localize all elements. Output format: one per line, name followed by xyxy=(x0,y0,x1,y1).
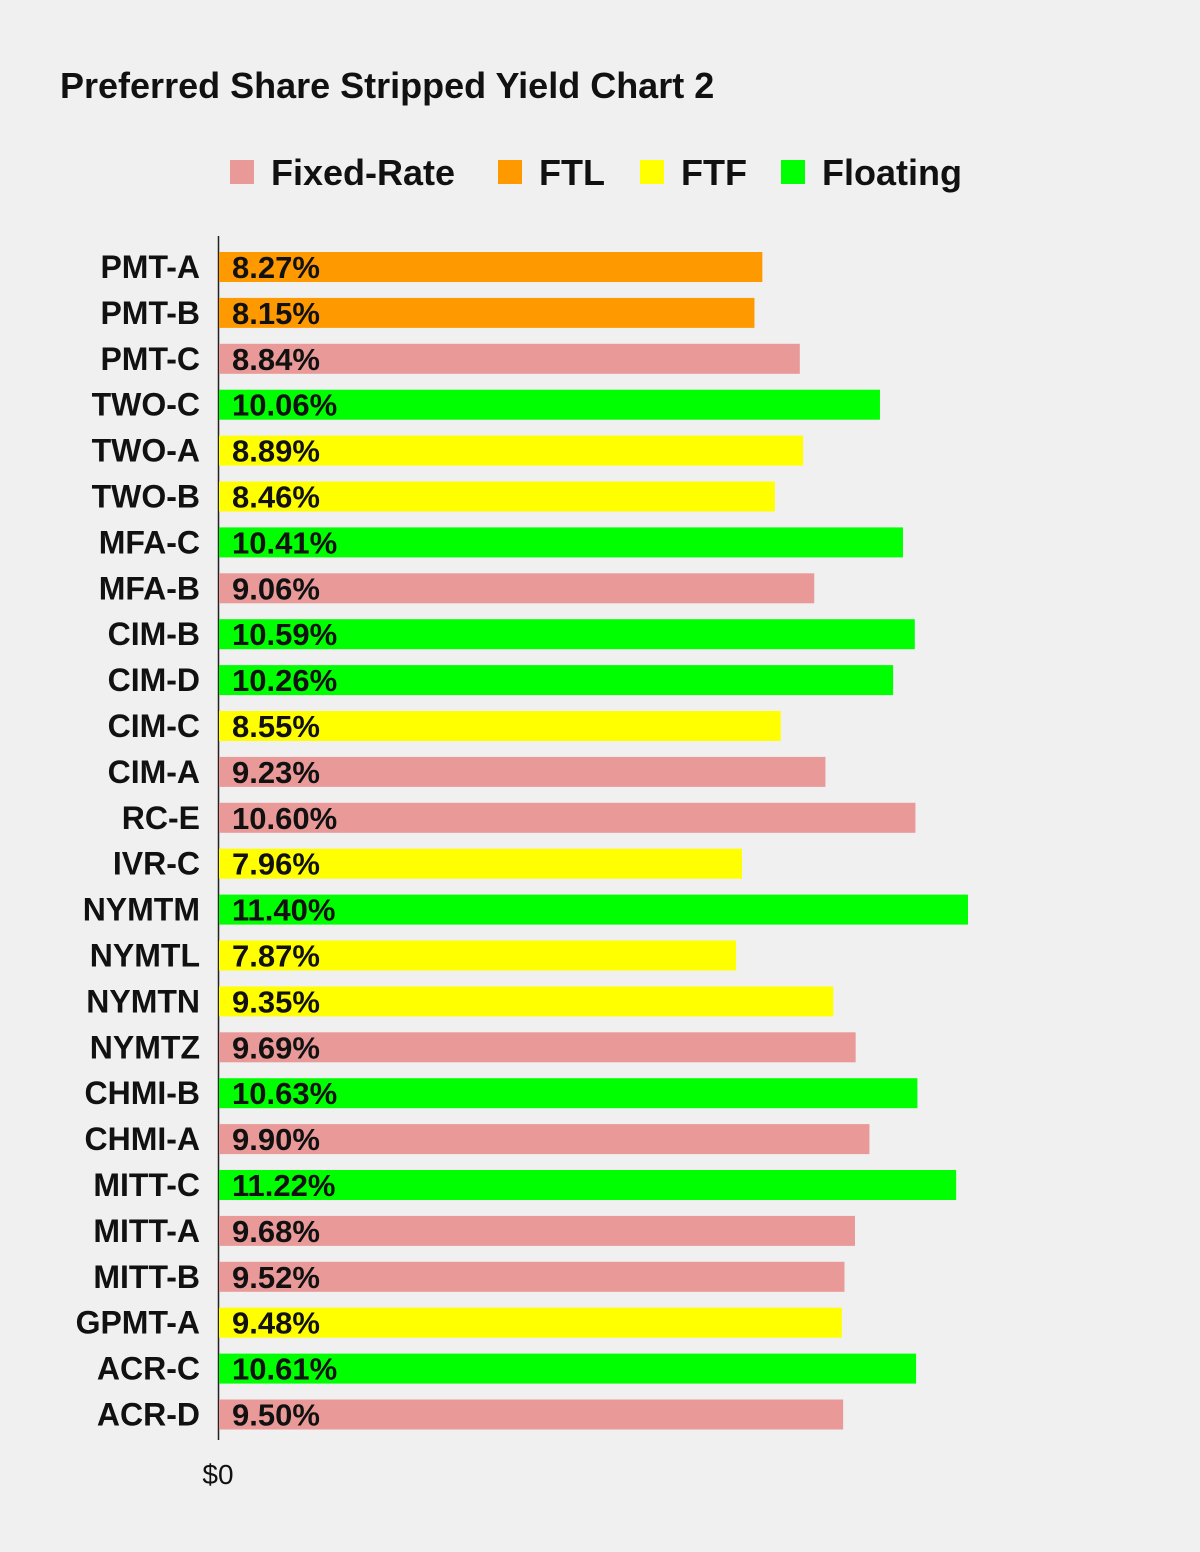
bar xyxy=(219,1353,917,1384)
value-label: 11.40% xyxy=(232,893,335,928)
category-label: NYMTM xyxy=(83,892,200,928)
value-label: 10.60% xyxy=(232,801,337,836)
value-label: 11.22% xyxy=(232,1168,335,1203)
bar xyxy=(219,1124,870,1155)
category-label: TWO-C xyxy=(92,387,200,423)
value-labels: 8.27% 8.15% 8.84% 10.06% 8.89% 8.46% 10.41% 9.0… xyxy=(230,248,340,1436)
bar xyxy=(219,343,800,374)
legend-swatch xyxy=(498,160,522,184)
value-label: 8.84% xyxy=(232,342,320,377)
bar xyxy=(219,435,804,466)
value-label: 9.52% xyxy=(232,1260,320,1295)
category-label: PMT-A xyxy=(100,249,200,285)
category-label: CIM-B xyxy=(108,616,200,652)
value-label: 7.87% xyxy=(232,939,320,974)
bars xyxy=(219,252,968,1430)
bar xyxy=(219,1307,842,1338)
category-label: RC-E xyxy=(122,800,200,836)
category-label: CHMI-B xyxy=(84,1075,200,1111)
legend: Fixed-Rate FTL FTF Floating xyxy=(230,152,962,193)
bar xyxy=(219,802,916,833)
bar xyxy=(219,756,826,787)
category-label: CIM-D xyxy=(108,662,200,698)
category-label: ACR-C xyxy=(97,1351,200,1387)
bar xyxy=(219,527,903,558)
value-label: 9.23% xyxy=(232,755,320,790)
legend-swatch xyxy=(640,160,664,184)
bar xyxy=(219,894,968,925)
value-label: 10.06% xyxy=(232,388,337,423)
category-label: NYMTL xyxy=(90,938,200,974)
legend-swatch xyxy=(781,160,805,184)
bar xyxy=(219,1215,855,1246)
chart-title: Preferred Share Stripped Yield Chart 2 xyxy=(60,65,714,106)
category-label: TWO-A xyxy=(92,433,200,469)
value-label: 9.06% xyxy=(232,571,320,606)
value-label: 9.50% xyxy=(232,1398,320,1433)
category-label: MITT-A xyxy=(93,1213,200,1249)
category-label: MITT-C xyxy=(93,1167,200,1203)
category-label: ACR-D xyxy=(97,1397,200,1433)
value-label: 8.55% xyxy=(232,709,320,744)
value-label: 9.35% xyxy=(232,984,320,1019)
category-label: GPMT-A xyxy=(76,1305,200,1341)
category-label: MFA-C xyxy=(99,524,200,560)
bar xyxy=(219,1399,844,1430)
bar xyxy=(219,297,755,328)
value-label: 10.26% xyxy=(232,663,337,698)
bar xyxy=(219,481,775,512)
value-label: 10.61% xyxy=(232,1352,337,1387)
value-label: 9.69% xyxy=(232,1030,320,1065)
value-label: 9.90% xyxy=(232,1122,320,1157)
bar xyxy=(219,1032,856,1063)
legend-label: Floating xyxy=(822,152,962,193)
value-label: 10.41% xyxy=(232,525,337,560)
category-label: NYMTZ xyxy=(90,1029,200,1065)
legend-label: FTF xyxy=(681,152,747,193)
x-tick-label: $0 xyxy=(202,1459,233,1490)
bar xyxy=(219,986,834,1017)
bar xyxy=(219,711,781,741)
bar xyxy=(219,848,742,879)
category-label: CIM-C xyxy=(108,708,200,744)
bar xyxy=(219,619,915,650)
bar xyxy=(219,940,737,971)
bar xyxy=(219,1261,845,1292)
category-label: TWO-B xyxy=(92,479,200,515)
legend-label: Fixed-Rate xyxy=(271,152,455,193)
value-label: 10.63% xyxy=(232,1076,337,1111)
category-label: NYMTN xyxy=(86,983,200,1019)
category-label: CHMI-A xyxy=(84,1121,200,1157)
bar xyxy=(219,573,815,604)
legend-swatch xyxy=(230,160,254,184)
value-label: 7.96% xyxy=(232,847,320,882)
category-label: IVR-C xyxy=(113,846,200,882)
value-label: 9.48% xyxy=(232,1306,320,1341)
category-label: CIM-A xyxy=(108,754,200,790)
value-label: 8.27% xyxy=(232,250,320,285)
bar xyxy=(219,389,880,420)
bar xyxy=(219,1078,918,1109)
category-label: MFA-B xyxy=(99,570,200,606)
legend-label: FTL xyxy=(539,152,605,193)
bar xyxy=(219,1170,957,1200)
category-label: MITT-B xyxy=(93,1259,200,1295)
category-labels: PMT-A PMT-B PMT-C TWO-C TWO-A TWO-B MFA-C MFA-B… xyxy=(76,249,200,1433)
category-label: PMT-C xyxy=(100,341,200,377)
value-label: 8.15% xyxy=(232,296,320,331)
bar xyxy=(219,665,894,696)
bar xyxy=(219,252,763,282)
value-label: 10.59% xyxy=(232,617,337,652)
value-label: 8.46% xyxy=(232,480,320,515)
value-label: 8.89% xyxy=(232,434,320,469)
value-label: 9.68% xyxy=(232,1214,320,1249)
category-label: PMT-B xyxy=(100,295,200,331)
